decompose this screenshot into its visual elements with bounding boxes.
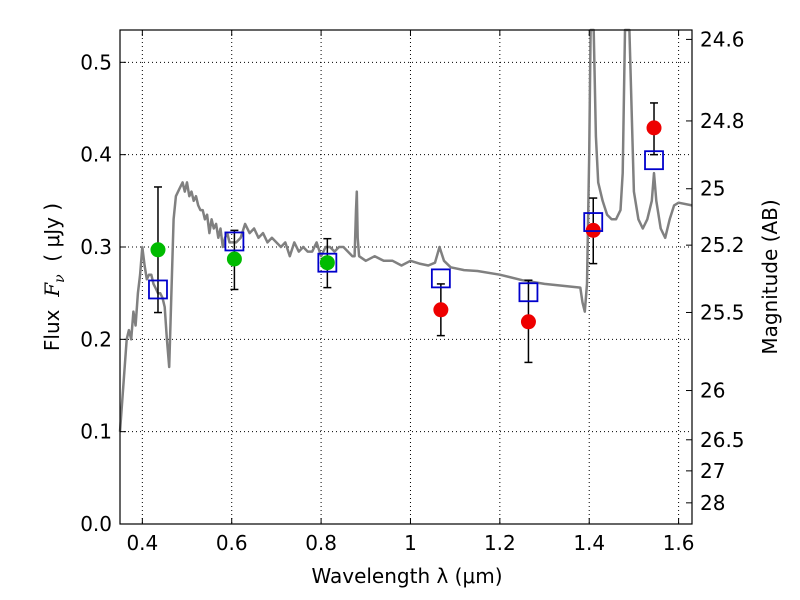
- x-tick-label: 0.4: [126, 531, 158, 555]
- x-axis-label: Wavelength λ (μm): [311, 564, 502, 588]
- y2-tick-label: 27: [700, 459, 725, 483]
- flux-point: [150, 242, 166, 258]
- flux-point: [319, 255, 335, 271]
- flux-point: [646, 120, 662, 136]
- y2-tick-label: 25.5: [700, 300, 745, 324]
- y2-axis-label: Magnitude (AB): [758, 199, 782, 354]
- x-tick-label: 1: [404, 531, 417, 555]
- flux-point: [433, 302, 449, 318]
- y2-tick-label: 25.2: [700, 233, 745, 257]
- axes: [119, 29, 693, 525]
- y-tick-label: 0.2: [80, 327, 112, 351]
- model-flux-square: [644, 150, 664, 171]
- grid-lines: [120, 30, 692, 525]
- tick-labels: 0.4 0.6 0.8 1 1.2 1.4 1.6 0.0 0.1 0.2 0.3 0.4 0.5 24.…: [80, 27, 744, 555]
- x-tick-label: 1.2: [484, 531, 516, 555]
- y2-tick-label: 26: [700, 379, 725, 403]
- model-flux-square: [224, 231, 245, 252]
- plot-frame: [119, 29, 693, 525]
- x-tick-label: 0.8: [305, 531, 337, 555]
- y-tick-label: 0.0: [80, 512, 112, 536]
- y2-tick-label: 24.8: [700, 109, 745, 133]
- model-flux-square: [317, 252, 338, 273]
- data-points: [148, 102, 664, 364]
- model-flux-square: [583, 212, 604, 232]
- model-flux-square: [430, 268, 451, 289]
- flux-point: [520, 314, 536, 330]
- y2-tick-label: 24.6: [700, 27, 745, 51]
- x-tick-label: 1.4: [573, 531, 605, 555]
- x-tick-label: 0.6: [216, 531, 248, 555]
- y2-tick-label: 28: [700, 491, 725, 515]
- model-spectrum-line: [118, 28, 693, 432]
- y2-tick-label: 26.5: [700, 428, 745, 452]
- flux-point: [226, 251, 242, 267]
- y-axis-label: Flux Fν ( μJy ): [40, 203, 68, 351]
- y-tick-label: 0.4: [80, 143, 112, 167]
- y-tick-label: 0.3: [80, 235, 112, 259]
- x-tick-label: 1.6: [663, 531, 695, 555]
- y2-tick-label: 25: [700, 177, 725, 201]
- y-tick-label: 0.5: [80, 50, 112, 74]
- model-flux-square: [148, 279, 168, 300]
- model-spectrum: [118, 28, 693, 432]
- model-flux-square: [518, 282, 539, 303]
- y-tick-label: 0.1: [80, 420, 112, 444]
